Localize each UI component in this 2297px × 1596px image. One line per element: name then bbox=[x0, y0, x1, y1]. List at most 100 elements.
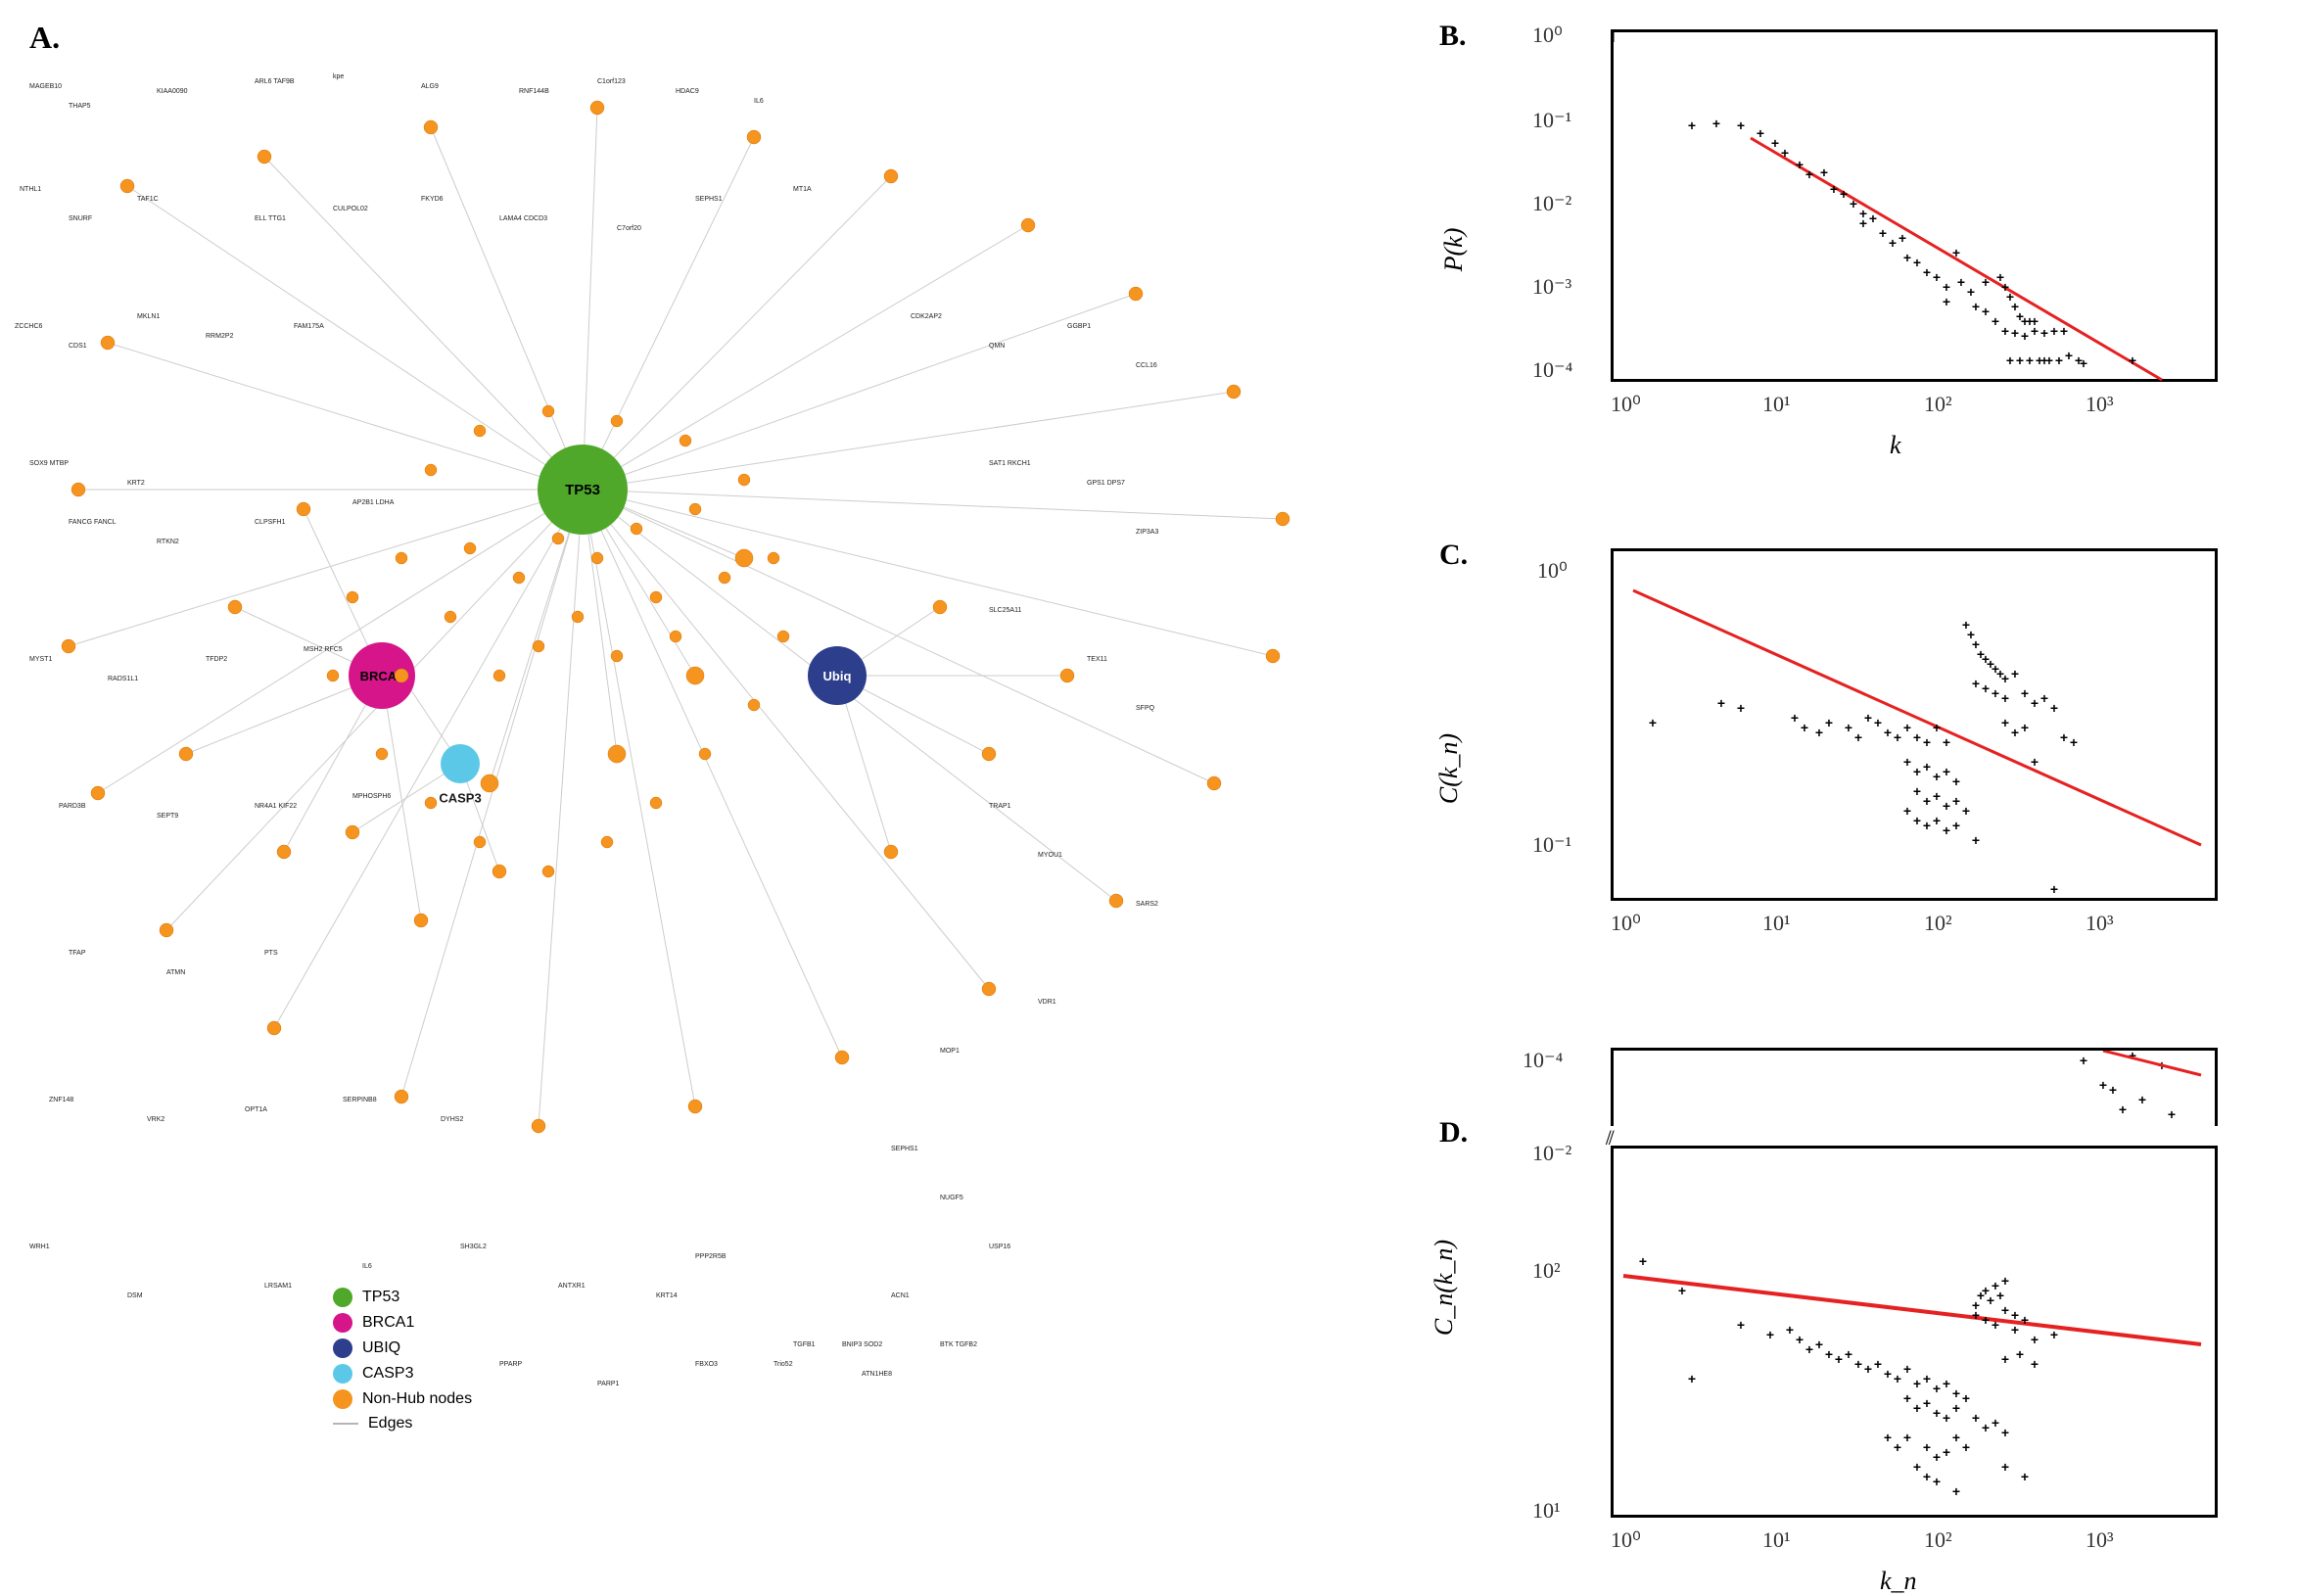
svg-text:+: + bbox=[1737, 1317, 1745, 1333]
svg-text:+: + bbox=[2001, 1302, 2009, 1318]
charts-panel: B. P(k) + + + + + + + + + + + + + + + + + + bbox=[1439, 0, 2297, 1578]
svg-text:+: + bbox=[2026, 352, 2034, 368]
svg-text:+: + bbox=[2050, 881, 2058, 897]
svg-text:+: + bbox=[1943, 1410, 1950, 1426]
svg-text:+: + bbox=[1712, 116, 1720, 131]
svg-text:+: + bbox=[2021, 328, 2029, 344]
chart-b-xtick-1: 10¹ bbox=[1762, 392, 1791, 417]
svg-text:+: + bbox=[1737, 700, 1745, 716]
svg-text:+: + bbox=[1982, 1420, 1990, 1435]
chart-d-plotbox-top: +++ +++ ++ bbox=[1611, 1048, 2218, 1126]
svg-text:+: + bbox=[1874, 1356, 1882, 1372]
svg-text:+: + bbox=[1952, 1400, 1960, 1416]
svg-text:+: + bbox=[1825, 1346, 1833, 1362]
svg-text:+: + bbox=[1805, 1341, 1813, 1357]
svg-text:+: + bbox=[1933, 269, 1941, 285]
panel-a-label: A. bbox=[29, 20, 60, 56]
chart-b-ytick-0: 10⁰ bbox=[1532, 23, 1563, 48]
legend-item-edges: Edges bbox=[333, 1415, 472, 1432]
svg-text:+: + bbox=[2001, 671, 2009, 686]
ubiq-legend-dot bbox=[333, 1338, 352, 1358]
svg-text:+: + bbox=[1923, 734, 1931, 750]
svg-text:+: + bbox=[1923, 793, 1931, 809]
svg-text:+: + bbox=[1972, 832, 1980, 848]
chart-d-bottom-svg: +++ + ++ + ++ + ++ + ++ +++ ++ + +++ ++ + +++ … bbox=[1614, 1149, 2221, 1521]
svg-text:+: + bbox=[1903, 754, 1911, 770]
svg-text:+: + bbox=[2001, 1351, 2009, 1367]
chart-d-ylabel: C_n(k_n) bbox=[1430, 1209, 1459, 1366]
edges-legend-line bbox=[333, 1423, 358, 1425]
chart-c-xtick-1: 10¹ bbox=[1762, 911, 1791, 936]
chart-b-ylabel: P(k) bbox=[1439, 176, 1469, 323]
svg-text:+: + bbox=[2001, 715, 2009, 730]
svg-text:+: + bbox=[2001, 1459, 2009, 1475]
svg-text:+: + bbox=[1884, 725, 1892, 740]
chart-b-xtick-0: 10⁰ bbox=[1611, 392, 1641, 417]
svg-text:+: + bbox=[1987, 1292, 1994, 1308]
svg-text:+: + bbox=[2016, 352, 2024, 368]
svg-text:+: + bbox=[1899, 230, 1906, 246]
svg-text:+: + bbox=[1972, 299, 1980, 314]
svg-text:+: + bbox=[1913, 1400, 1921, 1416]
chart-c-ylabel: C(k_n) bbox=[1434, 690, 1464, 847]
svg-text:+: + bbox=[1820, 164, 1828, 180]
chart-d-ytick-top0: 10⁻⁴ bbox=[1523, 1048, 1563, 1073]
svg-text:+: + bbox=[1952, 774, 1960, 789]
svg-text:+: + bbox=[1786, 1322, 1794, 1338]
svg-text:+: + bbox=[1874, 715, 1882, 730]
svg-text:+: + bbox=[2011, 1322, 2019, 1338]
chart-b-xtick-2: 10² bbox=[1924, 392, 1952, 417]
gene-label-field: MAGEB10 THAP5 KIAA0090 ARL6 TAF9B kpe AL… bbox=[10, 69, 1420, 1518]
svg-text:+: + bbox=[1943, 822, 1950, 838]
svg-text:+: + bbox=[1933, 813, 1941, 828]
svg-text:+: + bbox=[1830, 181, 1838, 197]
chart-b-xtick-3: 10³ bbox=[2086, 392, 2114, 417]
legend-label-tp53: TP53 bbox=[362, 1289, 399, 1306]
svg-text:+: + bbox=[1996, 1288, 2004, 1303]
legend-item-tp53: TP53 bbox=[333, 1288, 472, 1307]
svg-text:+: + bbox=[2138, 1092, 2146, 1107]
svg-text:+: + bbox=[1952, 245, 1960, 260]
chart-c-plotbox: + + + + + + + + + + + + + + + + + + + + + + + + + + + + + + … bbox=[1611, 548, 2218, 901]
svg-text:+: + bbox=[1923, 1371, 1931, 1386]
svg-text:+: + bbox=[2080, 1053, 2087, 1068]
svg-text:+: + bbox=[1933, 720, 1941, 735]
panel-c-label: C. bbox=[1439, 539, 1468, 572]
svg-text:+: + bbox=[1933, 769, 1941, 784]
svg-text:+: + bbox=[1815, 725, 1823, 740]
svg-text:+: + bbox=[1845, 720, 1852, 735]
chart-b-wrap: B. P(k) + + + + + + + + + + + + + + + + + + bbox=[1439, 10, 2297, 499]
legend-label-ubiq: UBIQ bbox=[362, 1339, 400, 1357]
legend-label-brca1: BRCA1 bbox=[362, 1314, 414, 1332]
svg-text:+: + bbox=[1957, 274, 1965, 290]
svg-text:+: + bbox=[1903, 1361, 1911, 1377]
svg-text:+: + bbox=[1992, 1317, 1999, 1333]
svg-text:+: + bbox=[1982, 304, 1990, 319]
chart-c-svg: ++ + ++ + + ++ + ++ +++ +++ ++ + + ++ ++ + + ++ … bbox=[1614, 551, 2221, 904]
svg-text:+: + bbox=[1992, 313, 1999, 329]
tp53-legend-dot bbox=[333, 1288, 352, 1307]
chart-c-xtick-3: 10³ bbox=[2086, 911, 2114, 936]
svg-text:+: + bbox=[1972, 1410, 1980, 1426]
svg-text:+: + bbox=[1894, 1439, 1901, 1455]
svg-text:+: + bbox=[1992, 685, 1999, 701]
chart-b-xlabel: k bbox=[1890, 431, 1901, 460]
svg-text:+: + bbox=[1952, 1430, 1960, 1445]
svg-text:+: + bbox=[1903, 1430, 1911, 1445]
svg-text:+: + bbox=[1913, 813, 1921, 828]
svg-text:+: + bbox=[2001, 690, 2009, 706]
chart-d-ytick-b2: 10¹ bbox=[1532, 1498, 1561, 1524]
legend-label-casp3: CASP3 bbox=[362, 1365, 413, 1383]
svg-text:+: + bbox=[2050, 700, 2058, 716]
legend-label-nonhub: Non-Hub nodes bbox=[362, 1390, 472, 1408]
svg-text:+: + bbox=[2016, 1346, 2024, 1362]
svg-text:+: + bbox=[2011, 725, 2019, 740]
chart-c-xtick-2: 10² bbox=[1924, 911, 1952, 936]
chart-d-top-svg: +++ +++ ++ bbox=[1614, 1051, 2221, 1129]
svg-text:+: + bbox=[1933, 1474, 1941, 1489]
legend-item-ubiq: UBIQ bbox=[333, 1338, 472, 1358]
svg-text:+: + bbox=[2011, 325, 2019, 341]
svg-text:+: + bbox=[2001, 1273, 2009, 1289]
chart-d-xtick-2: 10² bbox=[1924, 1527, 1952, 1553]
svg-text:+: + bbox=[2021, 685, 2029, 701]
